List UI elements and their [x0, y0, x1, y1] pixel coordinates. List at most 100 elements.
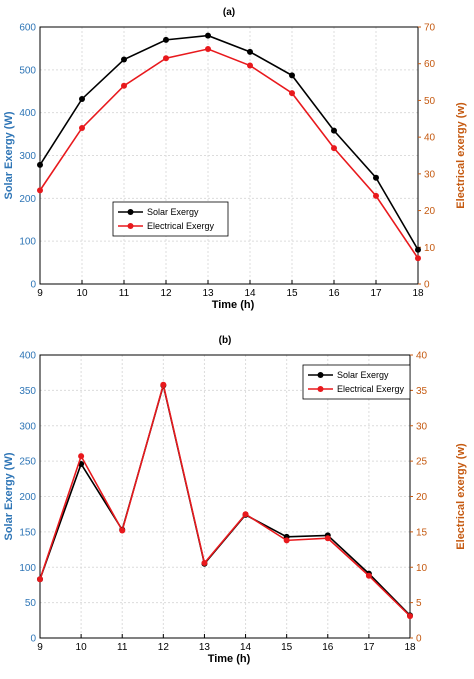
- left-y-tick-label: 50: [25, 598, 37, 609]
- series-1-point: [201, 560, 208, 567]
- series-0-point: [331, 127, 337, 134]
- right-y-tick-label: 30: [416, 421, 428, 432]
- series-line-1: [39, 384, 411, 617]
- series-line-0: [39, 34, 419, 251]
- series-1-point: [247, 62, 253, 69]
- series-0-point: [205, 32, 211, 39]
- panel-label: (a): [223, 7, 235, 18]
- series-0-point: [163, 36, 169, 43]
- series-1-point: [79, 124, 85, 131]
- right-y-tick-label: 70: [424, 23, 436, 34]
- panel-label: (b): [219, 335, 232, 346]
- legend-swatch-marker: [317, 386, 324, 392]
- right-y-axis-title: Electrical exergy (w): [455, 102, 467, 209]
- series-line-1: [39, 48, 419, 259]
- left-y-tick-label: 300: [19, 151, 36, 162]
- series-0-point: [289, 72, 295, 79]
- series-1-point: [289, 90, 295, 97]
- legend-entry-label: Electrical Exergy: [147, 221, 215, 231]
- left-y-tick-label: 300: [19, 421, 36, 432]
- right-y-tick-label: 5: [416, 598, 422, 609]
- right-y-tick-label: 0: [416, 634, 422, 645]
- left-y-tick-label: 0: [30, 634, 36, 645]
- right-y-tick-label: 20: [416, 492, 428, 503]
- left-y-tick-label: 200: [19, 492, 36, 503]
- legend-entry-label: Solar Exergy: [337, 370, 389, 380]
- x-tick-label: 18: [412, 288, 424, 299]
- right-y-tick-label: 25: [416, 457, 428, 468]
- series-1-point: [415, 255, 421, 262]
- x-tick-label: 10: [76, 288, 88, 299]
- series-1-point: [373, 192, 379, 199]
- x-tick-label: 18: [404, 642, 416, 653]
- legend-swatch-marker: [127, 209, 134, 215]
- right-y-tick-label: 60: [424, 59, 436, 70]
- right-y-tick-label: 10: [416, 563, 428, 574]
- series-1-point: [365, 572, 372, 579]
- x-tick-label: 14: [244, 288, 256, 299]
- right-y-tick-label: 20: [424, 206, 436, 217]
- x-axis-title: Time (h): [212, 299, 255, 311]
- right-y-tick-label: 30: [424, 169, 436, 180]
- left-y-tick-label: 250: [19, 457, 36, 468]
- series-1-point: [37, 576, 43, 583]
- x-tick-label: 10: [76, 642, 88, 653]
- series-1-point: [37, 187, 43, 194]
- series-1-point: [160, 381, 167, 388]
- right-y-tick-label: 40: [424, 133, 436, 144]
- series-0-point: [415, 246, 421, 253]
- series-1-point: [283, 537, 290, 544]
- legend-entry-label: Electrical Exergy: [337, 384, 405, 394]
- series-0-point: [121, 56, 127, 63]
- legend-entry-label: Solar Exergy: [147, 207, 199, 217]
- left-y-tick-label: 150: [19, 527, 36, 538]
- x-tick-label: 13: [199, 642, 211, 653]
- x-tick-label: 11: [119, 288, 130, 299]
- series-1-point: [331, 145, 337, 152]
- x-tick-label: 12: [158, 642, 170, 653]
- right-y-tick-label: 35: [416, 386, 428, 397]
- left-y-axis-title: Solar Exergy (W): [3, 452, 15, 540]
- right-y-tick-label: 50: [424, 96, 436, 107]
- plot-frame: [39, 26, 419, 285]
- left-y-tick-label: 400: [19, 108, 36, 119]
- x-tick-label: 17: [370, 288, 382, 299]
- legend-box: [302, 364, 411, 400]
- series-1-point: [324, 535, 331, 542]
- x-tick-label: 15: [286, 288, 298, 299]
- series-1-point: [163, 55, 169, 62]
- x-tick-label: 12: [160, 288, 172, 299]
- series-0-point: [79, 95, 85, 102]
- series-0-point: [247, 48, 253, 55]
- series-line-0: [39, 385, 411, 616]
- series-1-point: [407, 613, 413, 620]
- legend-swatch-marker: [127, 223, 134, 229]
- legend-box: [112, 201, 229, 237]
- right-y-tick-label: 10: [424, 243, 436, 254]
- x-tick-label: 9: [37, 642, 43, 653]
- x-tick-label: 9: [37, 288, 43, 299]
- x-tick-label: 17: [363, 642, 375, 653]
- left-y-tick-label: 600: [19, 23, 36, 34]
- series-1-point: [119, 527, 126, 534]
- series-1-point: [205, 46, 211, 53]
- left-y-tick-label: 200: [19, 194, 36, 205]
- left-y-axis-title: Solar Exergy (W): [3, 111, 15, 199]
- series-1-point: [78, 453, 85, 460]
- series-1-point: [242, 511, 249, 518]
- x-tick-label: 16: [322, 642, 334, 653]
- x-tick-label: 13: [202, 288, 214, 299]
- right-y-tick-label: 40: [416, 351, 428, 362]
- x-axis-title: Time (h): [208, 653, 251, 665]
- series-0-point: [373, 174, 379, 181]
- x-tick-label: 11: [117, 642, 128, 653]
- right-y-tick-label: 15: [416, 527, 428, 538]
- x-tick-label: 14: [240, 642, 252, 653]
- legend-swatch-marker: [317, 372, 324, 378]
- right-y-tick-label: 0: [424, 280, 430, 291]
- x-tick-label: 15: [281, 642, 293, 653]
- left-y-tick-label: 100: [19, 563, 36, 574]
- left-y-tick-label: 400: [19, 351, 36, 362]
- x-tick-label: 16: [328, 288, 340, 299]
